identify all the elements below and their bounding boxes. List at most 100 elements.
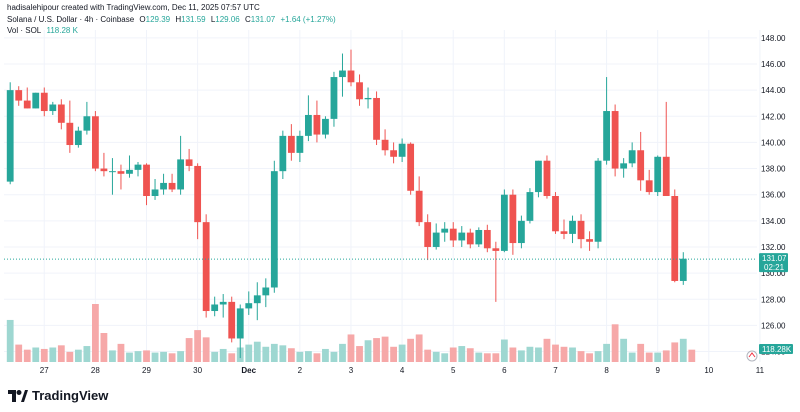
candle-body xyxy=(543,160,551,196)
volume-bar xyxy=(671,342,679,362)
candle-body xyxy=(509,194,517,244)
candle-body xyxy=(57,104,65,123)
candle-body xyxy=(194,165,202,223)
open-value: O129.39 xyxy=(139,15,171,24)
volume-bar xyxy=(475,352,483,362)
price-tick-label: 146.00 xyxy=(761,60,786,69)
candle-body xyxy=(40,92,48,112)
volume-bar xyxy=(245,344,253,362)
volume-bar xyxy=(185,338,193,362)
volume-bar xyxy=(305,351,312,362)
price-tick-label: 128.00 xyxy=(761,295,786,304)
volume-bar xyxy=(603,343,610,362)
volume-bar xyxy=(483,353,491,362)
candle-body xyxy=(32,92,40,109)
candle-body xyxy=(330,77,338,119)
volume-bar xyxy=(415,334,423,362)
candle-body xyxy=(586,239,593,242)
candle-body xyxy=(577,220,585,240)
time-tick-label: 11 xyxy=(756,366,765,375)
volume-bars xyxy=(6,304,696,362)
candle-body xyxy=(432,232,440,247)
close-value: C131.07 xyxy=(244,15,276,24)
volume-bar xyxy=(15,344,23,362)
tradingview-logo-icon xyxy=(8,389,28,402)
time-tick-label: Dec xyxy=(241,366,256,375)
change-value: +1.64 (+1.27%) xyxy=(280,15,336,24)
volume-bar xyxy=(458,346,466,362)
candle-body xyxy=(569,220,576,234)
volume-bar xyxy=(23,349,31,362)
candle-body xyxy=(185,159,193,166)
volume-bar xyxy=(109,350,116,362)
candle-body xyxy=(492,248,500,251)
candle-body xyxy=(552,196,559,232)
volume-bar xyxy=(586,353,593,362)
time-tick-label: 28 xyxy=(91,366,100,375)
volume-bar xyxy=(364,340,372,362)
candle-body xyxy=(611,111,619,169)
candle-body xyxy=(679,258,687,281)
candle-body xyxy=(305,114,312,136)
reset-scale-icon[interactable] xyxy=(746,350,758,362)
volume-bar xyxy=(552,344,559,362)
time-tick-label: 30 xyxy=(193,366,202,375)
volume-bar xyxy=(202,337,210,362)
symbol-label: Solana / U.S. Dollar · 4h · Coinbase xyxy=(7,15,135,24)
chart-credit: hadisalehipour created with TradingView.… xyxy=(7,3,260,12)
volume-tag-value: 118.28K xyxy=(762,345,792,354)
candle-body xyxy=(160,182,167,190)
candle-body xyxy=(449,228,457,241)
candlestick-chart: 124.00126.00128.00130.00132.00134.00136.… xyxy=(4,30,793,375)
candle-body xyxy=(168,182,176,190)
volume-bar xyxy=(492,353,500,362)
volume-bar xyxy=(32,347,40,362)
candle-body xyxy=(66,122,74,146)
candle-body xyxy=(398,143,406,157)
volume-bar xyxy=(662,350,670,362)
volume-bar xyxy=(407,338,415,362)
tradingview-logo: TradingView xyxy=(8,388,108,403)
volume-bar xyxy=(74,349,82,362)
volume-bar xyxy=(347,334,355,362)
volume-bar xyxy=(279,345,287,362)
volume-bar xyxy=(160,351,167,362)
candle-body xyxy=(202,222,210,312)
time-tick-label: 9 xyxy=(655,366,660,375)
price-tag-countdown: 02:21 xyxy=(764,263,785,272)
candle-body xyxy=(74,130,82,146)
candle-body xyxy=(109,171,116,173)
candle-body xyxy=(594,160,602,242)
volume-bar xyxy=(637,343,645,362)
price-tick-label: 144.00 xyxy=(761,86,786,95)
volume-bar xyxy=(66,351,74,362)
candle-body xyxy=(662,156,670,196)
candle-body xyxy=(143,164,150,196)
volume-bar xyxy=(211,351,219,362)
volume-bar xyxy=(373,338,380,362)
volume-bar xyxy=(390,346,397,362)
volume-bar xyxy=(270,343,278,362)
candle-body xyxy=(287,135,295,153)
time-axis: 27 28 29 30 Dec 2 3 4 5 6 7 8 9 10 11 xyxy=(40,366,765,375)
candle-body xyxy=(228,301,236,339)
volume-bar xyxy=(611,324,619,362)
candle-body xyxy=(628,150,636,164)
candle-body xyxy=(637,150,645,181)
price-tag-value: 131.07 xyxy=(762,254,787,263)
ohlc-legend: Solana / U.S. Dollar · 4h · Coinbase O12… xyxy=(7,15,339,24)
volume-bar xyxy=(441,353,449,362)
candle-body xyxy=(381,139,389,151)
candle-body xyxy=(15,90,23,101)
volume-bar xyxy=(620,338,628,362)
candle-body xyxy=(483,229,491,249)
volume-bar xyxy=(143,350,150,362)
volume-bar xyxy=(126,352,133,362)
candle-body xyxy=(6,90,14,182)
volume-bar xyxy=(526,346,534,362)
time-tick-label: 7 xyxy=(553,366,558,375)
time-tick-label: 2 xyxy=(298,366,303,375)
volume-bar xyxy=(594,351,602,362)
volume-bar xyxy=(466,348,474,362)
volume-legend: Vol · SOL 118.28 K xyxy=(7,26,81,35)
